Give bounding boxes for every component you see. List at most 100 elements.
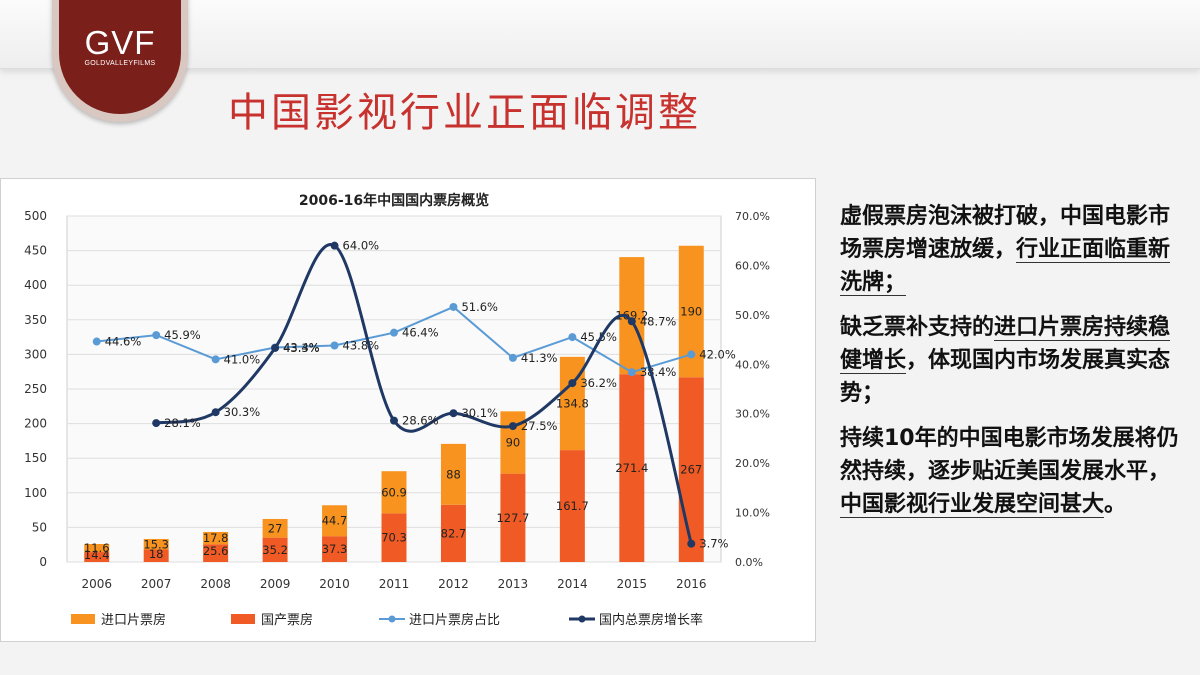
side-text: 虚假票房泡沫被打破，中国电影市场票房增速放缓，行业正面临重新洗牌； 缺乏票补支持… [840,200,1185,533]
y-tick-label: 450 [24,244,47,258]
legend-label: 进口片票房 [101,612,166,628]
bar-label-import: 17.8 [203,531,229,545]
page-title: 中国影视行业正面临调整 [228,90,701,136]
side-p1-underlined: 行业正面临重新洗牌； [840,237,1171,296]
legend-marker [578,615,586,623]
bar-domestic [500,473,526,562]
y2-tick-label: 70.0% [735,210,770,223]
bar-label-import: 134.8 [556,396,589,410]
logo-text: GVF [84,24,156,61]
legend-swatch [71,614,95,624]
share-label: 42.0% [699,347,736,361]
bar-domestic [262,537,288,562]
logo-subtext: GOLDVALLEYFILMS [84,60,156,67]
x-tick-label: 2010 [319,577,350,591]
side-paragraph-3: 持续10年的中国电影市场发展将仍然持续，逐步贴近美国发展水平， 中国影视行业发展空… [840,422,1185,521]
bar-label-domestic: 70.3 [381,531,407,545]
bar-label-import: 44.7 [322,514,348,528]
bar-label-import: 15.3 [143,537,169,551]
share-label: 51.6% [461,300,498,314]
y-tick-label: 150 [24,451,47,465]
bar-label-domestic: 35.2 [262,543,288,557]
x-tick-label: 2015 [617,577,648,591]
share-point [449,302,458,311]
x-tick-label: 2016 [676,577,707,591]
y-tick-label: 0 [39,555,47,569]
bar-domestic [440,504,466,562]
header-band [0,0,1200,69]
bar-label-import: 11.6 [84,541,110,555]
side-p2-underlined: 进口片票房持续稳健增长 [840,315,1171,374]
growth-line [155,243,693,545]
growth-label: 30.1% [461,406,498,420]
share-point [152,331,161,340]
y2-tick-label: 30.0% [735,408,770,421]
bar-label-domestic: 25.6 [203,544,229,558]
bar-label-domestic: 14.4 [84,548,110,562]
side-p3-text-a: 持续10年的中国电影市场发展将仍然持续，逐步贴近美国发展水平， [840,426,1179,484]
share-label: 41.0% [224,352,261,366]
legend-label: 国产票房 [261,612,313,628]
y-tick-label: 500 [24,209,47,223]
y-tick-label: 400 [24,278,47,292]
box-office-chart: 2006-16年中国国内票房概览 0 50 100 150 200 250 300 350 400… [0,178,816,642]
y-tick-label: 200 [24,417,47,431]
chart-title: 2006-16年中国国内票房概览 [299,192,489,209]
growth-point [152,419,161,428]
x-tick-label: 2007 [141,577,172,591]
share-label: 45.5% [580,330,617,344]
share-label: 38.4% [640,365,677,379]
growth-label: 28.6% [402,414,439,428]
bar-import [84,544,110,553]
x-tick-label: 2014 [557,577,588,591]
bar-domestic [678,377,704,562]
bar-label-domestic: 127.7 [496,511,529,525]
bar-label-domestic: 82.7 [441,526,467,540]
side-p3-text-c: 。 [1104,492,1127,517]
growth-label: 27.5% [521,419,558,433]
growth-point [211,408,220,417]
y-tick-label: 350 [24,313,47,327]
bar-label-import: 27 [268,521,283,535]
side-p2-text-a: 缺乏票补支持的 [840,315,995,340]
bar-label-import: 60.9 [381,485,407,499]
bar-domestic [84,552,110,562]
growth-point [271,343,280,352]
y-tick-label: 100 [24,486,47,500]
y2-tick-label: 20.0% [735,457,770,470]
legend-label: 国内总票房增长率 [599,612,703,628]
share-label: 41.3% [521,351,558,365]
share-label: 43.8% [343,339,380,353]
side-p1-text: 虚假票房泡沫被打破，中国电影市场票房增速放缓， [840,204,1171,262]
share-point [92,337,101,346]
share-label: 46.4% [402,326,439,340]
gvf-logo: GVF GOLDVALLEYFILMS [52,0,188,122]
growth-label: 36.2% [580,376,617,390]
bar-import [262,518,288,538]
share-label: 45.9% [164,328,201,342]
bar-import [322,505,348,537]
x-tick-label: 2006 [81,577,112,591]
side-paragraph-1: 虚假票房泡沫被打破，中国电影市场票房增速放缓，行业正面临重新洗牌； [840,200,1185,299]
growth-point [687,539,696,548]
growth-label: 3.7% [699,537,728,551]
x-tick-label: 2013 [498,577,529,591]
y2-tick-label: 60.0% [735,259,770,272]
growth-point [568,379,577,388]
y2-tick-label: 0.0% [735,556,763,569]
share-point [390,328,398,337]
bar-label-import: 88 [446,467,461,481]
share-point [508,353,517,362]
bar-label-domestic: 267 [680,463,702,477]
bar-import [203,531,229,545]
bar-import [143,538,169,550]
x-tick-label: 2009 [260,577,291,591]
growth-point [330,241,339,250]
side-p3-underlined: 中国影视行业发展空间甚大 [840,492,1105,518]
bar-domestic [381,513,407,562]
growth-point [390,416,398,425]
logo-inner: GVF GOLDVALLEYFILMS [59,0,181,114]
legend-marker [388,615,396,623]
x-tick-label: 2008 [200,577,231,591]
chart-svg: 2006-16年中国国内票房概览 0 50 100 150 200 250 300 350 400… [24,192,770,628]
